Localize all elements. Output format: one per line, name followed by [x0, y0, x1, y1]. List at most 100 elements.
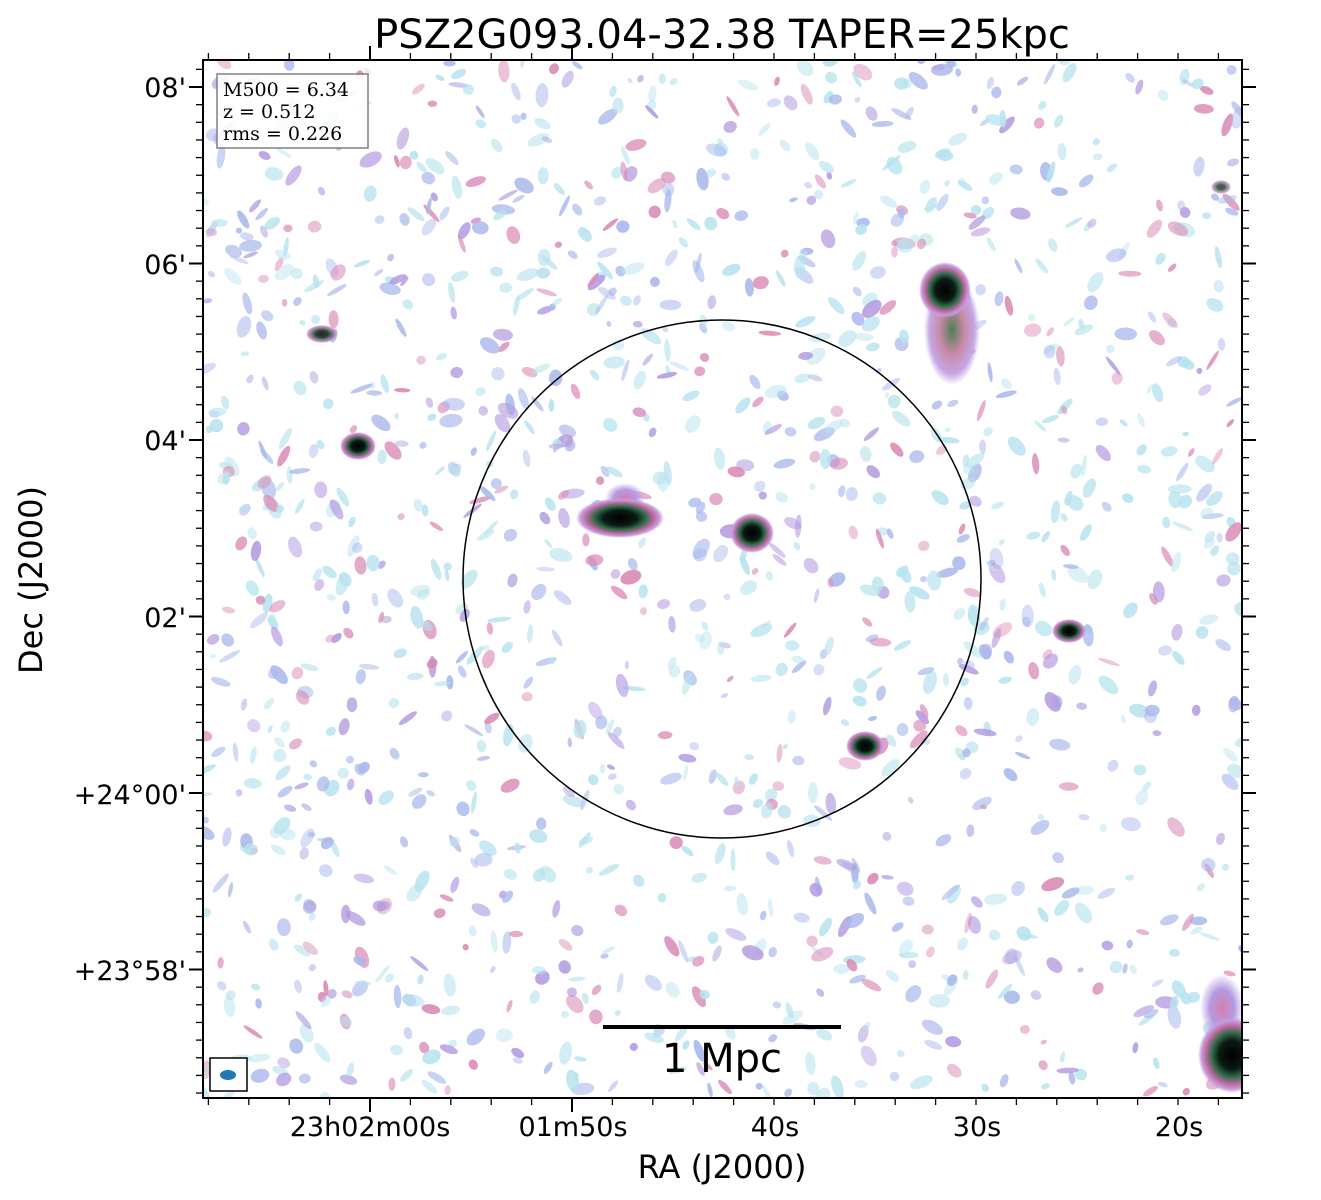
noise-speckle	[552, 297, 563, 306]
noise-speckle	[1057, 142, 1067, 161]
noise-speckle	[216, 981, 227, 991]
noise-speckle	[1074, 1068, 1088, 1081]
noise-speckle	[1042, 414, 1059, 424]
noise-speckle	[242, 292, 253, 315]
noise-speckle	[1167, 318, 1177, 328]
noise-speckle	[1132, 1042, 1139, 1054]
noise-speckle	[573, 719, 587, 739]
noise-speckle	[1041, 877, 1065, 892]
noise-speckle	[860, 1045, 877, 1067]
noise-speckle	[261, 310, 274, 322]
noise-speckle	[1040, 1039, 1047, 1045]
noise-speckle	[904, 591, 916, 613]
noise-speckle	[295, 1011, 312, 1030]
noise-speckle	[908, 960, 917, 969]
noise-speckle	[734, 776, 740, 788]
noise-speckle	[342, 600, 350, 615]
noise-speckle	[443, 562, 452, 571]
noise-speckle	[615, 265, 626, 277]
noise-speckle	[890, 442, 904, 457]
noise-speckle	[1030, 819, 1050, 835]
noise-speckle	[520, 60, 526, 69]
noise-speckle	[256, 321, 267, 340]
noise-speckle	[270, 665, 288, 685]
noise-speckle	[807, 782, 818, 804]
noise-speckle	[787, 710, 796, 724]
noise-speckle	[224, 268, 242, 286]
noise-speckle	[1000, 378, 1012, 390]
noise-speckle	[384, 973, 395, 983]
noise-speckle	[869, 637, 892, 647]
noise-speckle	[820, 229, 836, 249]
noise-speckle	[244, 843, 258, 856]
noise-speckle	[567, 250, 578, 259]
noise-speckle	[703, 1062, 713, 1071]
noise-speckle	[871, 576, 884, 592]
noise-speckle	[512, 194, 525, 203]
noise-speckle	[910, 1075, 933, 1090]
noise-speckle	[1011, 880, 1025, 897]
noise-speckle	[1095, 417, 1109, 427]
noise-speckle	[383, 865, 398, 876]
noise-speckle	[764, 788, 778, 802]
noise-speckle	[976, 400, 986, 422]
noise-speckle	[314, 481, 328, 499]
noise-speckle	[1046, 957, 1063, 973]
noise-speckle	[1057, 437, 1070, 443]
noise-speckle	[717, 641, 725, 655]
noise-speckle	[886, 528, 894, 539]
noise-speckle	[294, 782, 309, 790]
noise-speckle	[531, 583, 547, 600]
plot-area	[203, 60, 1242, 1098]
noise-speckle	[696, 167, 709, 191]
noise-speckle	[1136, 929, 1150, 935]
noise-speckle	[897, 140, 917, 153]
noise-speckle	[512, 295, 520, 316]
noise-speckle	[964, 912, 972, 934]
noise-speckle	[1198, 384, 1212, 396]
noise-speckle	[674, 1026, 688, 1042]
noise-speckle	[258, 274, 269, 283]
noise-speckle	[430, 192, 438, 202]
noise-speckle	[793, 912, 810, 923]
noise-speckle	[439, 206, 450, 221]
noise-speckle	[1037, 907, 1049, 923]
noise-speckle	[465, 176, 486, 187]
noise-speckle	[410, 584, 431, 597]
noise-speckle	[263, 697, 275, 710]
noise-speckle	[531, 363, 551, 374]
noise-speckle	[595, 476, 605, 485]
noise-speckle	[267, 613, 276, 625]
noise-speckle	[958, 523, 966, 535]
noise-speckle	[752, 396, 764, 408]
noise-speckle	[475, 387, 486, 397]
noise-speckle	[475, 119, 487, 129]
noise-speckle	[896, 722, 909, 737]
noise-speckle	[257, 475, 272, 489]
noise-speckle	[229, 255, 249, 264]
noise-speckle	[1227, 158, 1239, 167]
noise-speckle	[1026, 531, 1041, 540]
noise-speckle	[723, 120, 737, 133]
noise-speckle	[1137, 464, 1152, 474]
noise-speckle	[502, 931, 512, 954]
noise-speckle	[1148, 311, 1157, 323]
noise-speckle	[1043, 653, 1058, 669]
noise-speckle	[1105, 248, 1127, 263]
noise-speckle	[325, 634, 335, 643]
noise-speckle	[779, 139, 791, 152]
noise-speckle	[387, 588, 404, 608]
noise-speckle	[608, 287, 617, 296]
noise-speckle	[271, 626, 283, 647]
noise-speckle	[243, 920, 251, 934]
noise-speckle	[475, 105, 485, 119]
noise-speckle	[721, 321, 736, 332]
noise-speckle	[920, 576, 928, 583]
noise-speckle	[486, 430, 497, 452]
noise-speckle	[566, 1069, 580, 1092]
noise-speckle	[1051, 187, 1068, 196]
noise-speckle	[625, 799, 637, 811]
noise-speckle	[616, 972, 624, 993]
noise-speckle	[210, 677, 231, 687]
noise-speckle	[1074, 885, 1095, 895]
